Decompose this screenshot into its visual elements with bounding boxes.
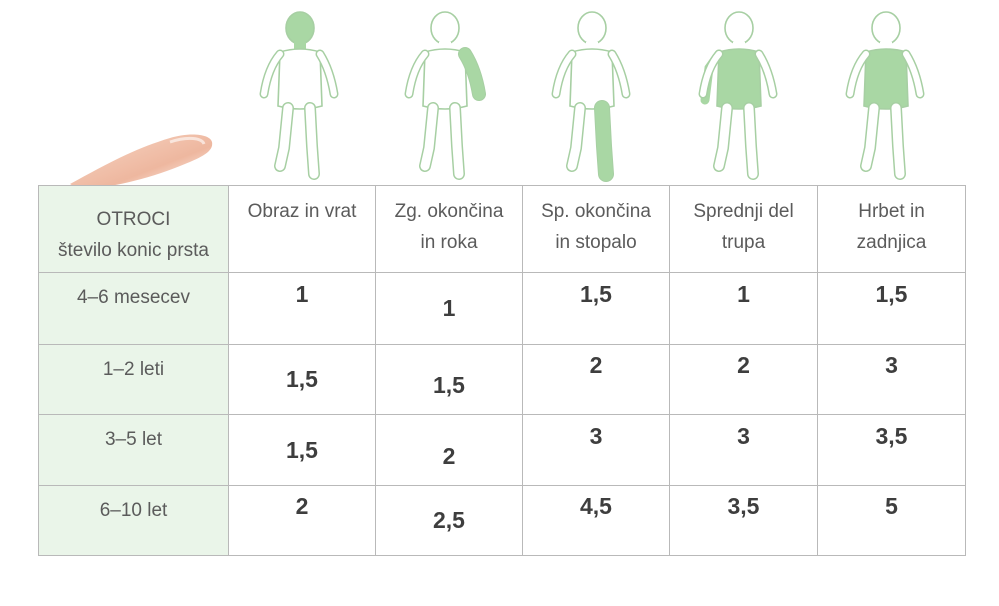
- table-cell: 1,5: [817, 272, 966, 345]
- child-figure-upper-limb: [404, 11, 486, 180]
- table-cell: 3: [817, 344, 966, 415]
- table-cell: 1: [375, 272, 523, 345]
- column-header-upper-limb: Zg. okončina in roka: [375, 185, 523, 273]
- table-cell: 3: [669, 414, 818, 486]
- child-figure-front-trunk: [698, 11, 778, 180]
- row-label: 3–5 let: [38, 414, 229, 486]
- header-row: OTROCI število konic prsta Obraz in vrat…: [38, 185, 966, 273]
- corner-header: OTROCI število konic prsta: [38, 185, 229, 273]
- column-header-lower-limb: Sp. okončina in stopalo: [522, 185, 670, 273]
- table-cell: 2: [375, 414, 523, 486]
- table-cell: 2: [522, 344, 670, 415]
- child-figure-back-buttocks: [845, 11, 925, 180]
- table-row: 4–6 mesecev 1 1 1,5 1 1,5: [38, 272, 966, 345]
- table-row: 6–10 let 2 2,5 4,5 3,5 5: [38, 485, 966, 556]
- table-row: 3–5 let 1,5 2 3 3 3,5: [38, 414, 966, 486]
- column-header-face-neck: Obraz in vrat: [228, 185, 376, 273]
- table-cell: 4,5: [522, 485, 670, 556]
- row-label: 6–10 let: [38, 485, 229, 556]
- column-header-front-trunk: Sprednji del trupa: [669, 185, 818, 273]
- row-label: 1–2 leti: [38, 344, 229, 415]
- table-cell: 2,5: [375, 485, 523, 556]
- corner-header-line2: število konic prsta: [57, 240, 209, 261]
- table-cell: 1,5: [228, 414, 376, 486]
- table-cell: 3,5: [817, 414, 966, 486]
- table-cell: 1,5: [522, 272, 670, 345]
- fingertip-illustration: [70, 134, 213, 190]
- body-region-illustrations: [0, 0, 999, 190]
- table-cell: 3: [522, 414, 670, 486]
- table-cell: 1,5: [228, 344, 376, 415]
- table-cell: 1: [669, 272, 818, 345]
- table-row: 1–2 leti 1,5 1,5 2 2 3: [38, 344, 966, 415]
- table-cell: 3,5: [669, 485, 818, 556]
- table-cell: 5: [817, 485, 966, 556]
- corner-header-line1: OTROCI: [96, 209, 171, 230]
- fingertip-unit-table-wrap: OTROCI število konic prsta Obraz in vrat…: [38, 185, 966, 556]
- table-cell: 2: [669, 344, 818, 415]
- child-figure-lower-limb: [551, 11, 631, 182]
- column-header-back-buttocks: Hrbet in zadnjica: [817, 185, 966, 273]
- fingertip-unit-table: OTROCI število konic prsta Obraz in vrat…: [38, 185, 966, 556]
- table-cell: 2: [228, 485, 376, 556]
- table-cell: 1: [228, 272, 376, 345]
- child-figure-face-neck: [259, 11, 339, 180]
- row-label: 4–6 mesecev: [38, 272, 229, 345]
- table-cell: 1,5: [375, 344, 523, 415]
